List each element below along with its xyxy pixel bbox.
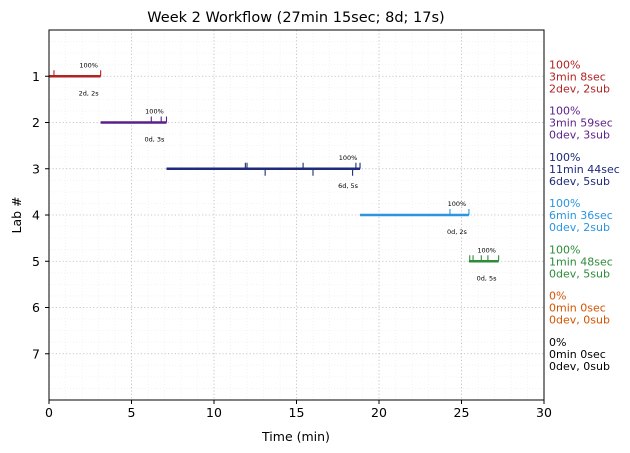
y-tick-label: 4 — [32, 208, 40, 223]
lab-6-summary-line: 0min 0sec — [549, 302, 606, 315]
lab-5-summary-line: 1min 48sec — [549, 255, 613, 268]
lab-3-summary-line: 11min 44sec — [549, 163, 620, 176]
lab-4-summary-line: 100% — [549, 197, 580, 210]
lab-5-counts-label: 0d, 5s — [477, 274, 498, 282]
y-tick-label: 5 — [32, 254, 40, 269]
lab-7-summary-line: 0min 0sec — [549, 348, 606, 361]
lab-2-summary-line: 100% — [549, 105, 580, 118]
x-axis-label: Time (min) — [261, 429, 330, 444]
lab-5-summary-line: 100% — [549, 243, 580, 256]
lab-1-summary-line: 100% — [549, 58, 580, 71]
lab-7-summary-line: 0% — [549, 336, 566, 349]
lab-3-summary-line: 6dev, 5sub — [549, 175, 610, 188]
lab-6-summary-line: 0dev, 0sub — [549, 314, 610, 327]
lab-5-percent-label: 100% — [477, 246, 496, 254]
x-tick-label: 15 — [289, 405, 305, 420]
lab-2-percent-label: 100% — [145, 108, 164, 116]
lab-2-summary-line: 0dev, 3sub — [549, 129, 610, 142]
lab-1-percent-label: 100% — [79, 61, 98, 69]
y-tick-label: 6 — [32, 300, 40, 315]
x-tick-label: 30 — [536, 405, 552, 420]
x-tick-label: 10 — [206, 405, 222, 420]
lab-4-percent-label: 100% — [448, 200, 467, 208]
y-tick-label: 7 — [32, 346, 40, 361]
y-tick-label: 3 — [32, 161, 40, 176]
y-tick-label: 2 — [32, 115, 40, 130]
lab-3-percent-label: 100% — [339, 154, 358, 162]
lab-4-summary-line: 0dev, 2sub — [549, 221, 610, 234]
y-axis-label: Lab # — [9, 196, 24, 233]
x-tick-label: 5 — [128, 405, 136, 420]
lab-7-summary-line: 0dev, 0sub — [549, 360, 610, 373]
lab-2-counts-label: 0d, 3s — [145, 136, 166, 144]
lab-4-summary-line: 6min 36sec — [549, 209, 613, 222]
chart-title: Week 2 Workflow (27min 15sec; 8d; 17s) — [147, 10, 444, 26]
lab-1-summary-line: 2dev, 2sub — [549, 82, 610, 95]
y-tick-label: 1 — [32, 69, 40, 84]
lab-1-summary-line: 3min 8sec — [549, 70, 606, 83]
x-tick-label: 20 — [371, 405, 387, 420]
lab-2-summary-line: 3min 59sec — [549, 117, 613, 130]
lab-4-counts-label: 0d, 2s — [447, 228, 468, 236]
lab-5-summary-line: 0dev, 5sub — [549, 267, 610, 280]
lab-6-summary-line: 0% — [549, 290, 566, 303]
plot-marks: 100% 2d, 2s 100% 0d, 3s 100% 6d, 5s 100% 0d, 2s… — [49, 61, 500, 282]
x-tick-label: 0 — [45, 405, 53, 420]
lab-3-counts-label: 6d, 5s — [338, 182, 359, 190]
lab-3-summary-line: 100% — [549, 151, 580, 164]
lab-1-counts-label: 2d, 2s — [79, 89, 100, 97]
x-tick-label: 25 — [454, 405, 470, 420]
axis-ticks: 0 5 10 15 20 25 30 1 2 3 4 5 6 7 — [32, 69, 552, 420]
